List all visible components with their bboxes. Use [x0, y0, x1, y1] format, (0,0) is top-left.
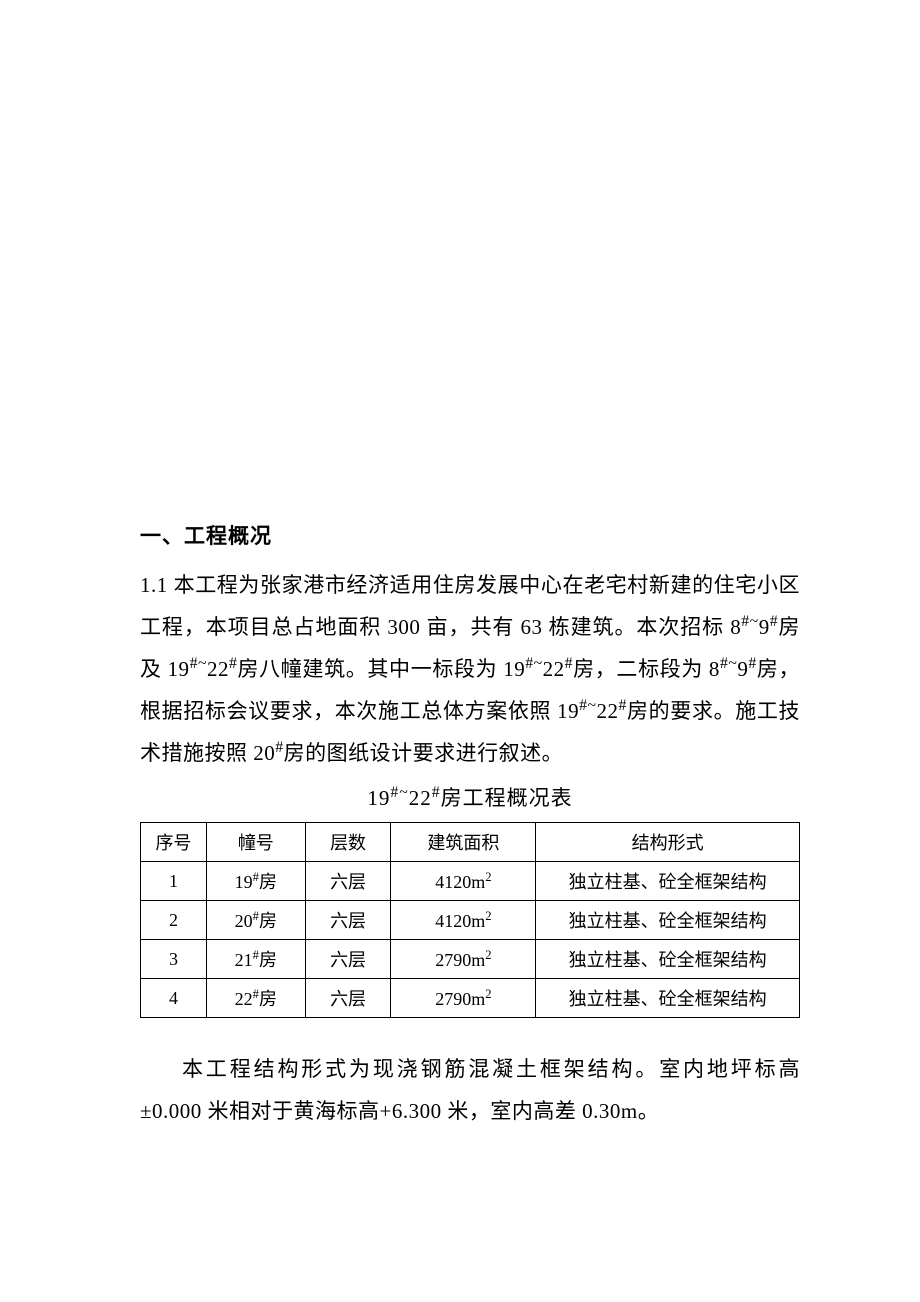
cell-seq: 2 — [141, 901, 207, 940]
sup-10: # — [619, 697, 627, 714]
cell-building: 19#房 — [206, 862, 305, 901]
cell-building: 20#房 — [206, 901, 305, 940]
table-row: 119#房六层4120m2独立柱基、砼全框架结构 — [141, 862, 800, 901]
sup-1: #~ — [741, 613, 758, 630]
sup-7: #~ — [720, 655, 737, 672]
sup-2: # — [770, 613, 778, 630]
cell-building: 22#房 — [206, 979, 305, 1018]
p1-text: 房，二标段为 8 — [573, 657, 720, 681]
tt-text: 19 — [367, 786, 390, 810]
sup-11: # — [275, 739, 283, 756]
cell-seq: 4 — [141, 979, 207, 1018]
table-header-row: 序号 幢号 层数 建筑面积 结构形式 — [141, 823, 800, 862]
p1-text: 9 — [737, 657, 748, 681]
cell-floors: 六层 — [305, 979, 391, 1018]
sup-9: #~ — [579, 697, 596, 714]
paragraph-1: 1.1 本工程为张家港市经济适用住房发展中心在老宅村新建的住宅小区工程，本项目总… — [140, 564, 800, 774]
cell-structure: 独立柱基、砼全框架结构 — [536, 862, 800, 901]
th-area: 建筑面积 — [391, 823, 536, 862]
p1-text: 1.1 本工程为张家港市经济适用住房发展中心在老宅村新建的住宅小区工程，本项目总… — [140, 573, 800, 639]
table-row: 220#房六层4120m2独立柱基、砼全框架结构 — [141, 901, 800, 940]
tt-text: 22 — [409, 786, 432, 810]
sup-6: # — [565, 655, 573, 672]
th-seq: 序号 — [141, 823, 207, 862]
cell-floors: 六层 — [305, 862, 391, 901]
tt-sup: #~ — [390, 784, 408, 801]
p1-text: 房的图纸设计要求进行叙述。 — [284, 741, 564, 765]
table-row: 422#房六层2790m2独立柱基、砼全框架结构 — [141, 979, 800, 1018]
sup-5: #~ — [525, 655, 542, 672]
th-building: 幢号 — [206, 823, 305, 862]
th-floors: 层数 — [305, 823, 391, 862]
table-body: 119#房六层4120m2独立柱基、砼全框架结构220#房六层4120m2独立柱… — [141, 862, 800, 1018]
p1-text: 22 — [543, 657, 565, 681]
cell-area: 2790m2 — [391, 940, 536, 979]
sup-3: #~ — [190, 655, 207, 672]
cell-floors: 六层 — [305, 940, 391, 979]
tt-sup: # — [432, 784, 441, 801]
cell-seq: 3 — [141, 940, 207, 979]
cell-building: 21#房 — [206, 940, 305, 979]
p1-text: 22 — [207, 657, 229, 681]
p1-text: 房八幢建筑。其中一标段为 19 — [237, 657, 525, 681]
cell-structure: 独立柱基、砼全框架结构 — [536, 940, 800, 979]
p1-text: 9 — [759, 615, 770, 639]
cell-area: 2790m2 — [391, 979, 536, 1018]
tt-text: 房工程概况表 — [441, 786, 573, 810]
sup-8: # — [748, 655, 756, 672]
cell-floors: 六层 — [305, 901, 391, 940]
document-content: 一、工程概况 1.1 本工程为张家港市经济适用住房发展中心在老宅村新建的住宅小区… — [140, 520, 800, 1132]
cell-area: 4120m2 — [391, 901, 536, 940]
paragraph-2: 本工程结构形式为现浇钢筋混凝土框架结构。室内地坪标高±0.000 米相对于黄海标… — [140, 1048, 800, 1132]
p1-text: 22 — [597, 699, 619, 723]
cell-structure: 独立柱基、砼全框架结构 — [536, 901, 800, 940]
th-structure: 结构形式 — [536, 823, 800, 862]
cell-seq: 1 — [141, 862, 207, 901]
cell-area: 4120m2 — [391, 862, 536, 901]
table-row: 321#房六层2790m2独立柱基、砼全框架结构 — [141, 940, 800, 979]
project-overview-table: 序号 幢号 层数 建筑面积 结构形式 119#房六层4120m2独立柱基、砼全框… — [140, 822, 800, 1018]
cell-structure: 独立柱基、砼全框架结构 — [536, 979, 800, 1018]
table-title: 19#~22#房工程概况表 — [140, 782, 800, 812]
section-heading: 一、工程概况 — [140, 520, 800, 550]
